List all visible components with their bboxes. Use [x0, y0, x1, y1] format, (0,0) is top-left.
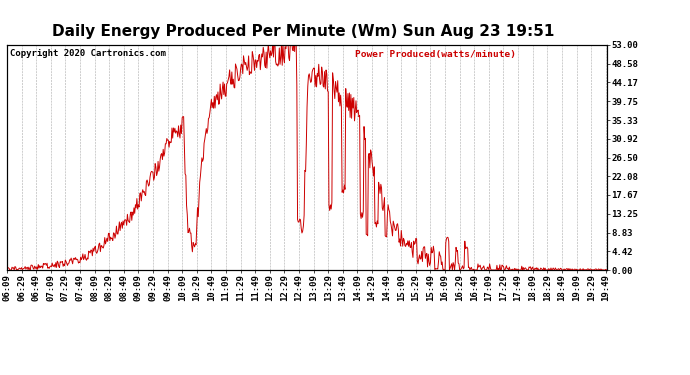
Text: Copyright 2020 Cartronics.com: Copyright 2020 Cartronics.com	[10, 50, 166, 58]
Text: Power Produced(watts/minute): Power Produced(watts/minute)	[355, 50, 516, 58]
Text: Daily Energy Produced Per Minute (Wm) Sun Aug 23 19:51: Daily Energy Produced Per Minute (Wm) Su…	[52, 24, 555, 39]
